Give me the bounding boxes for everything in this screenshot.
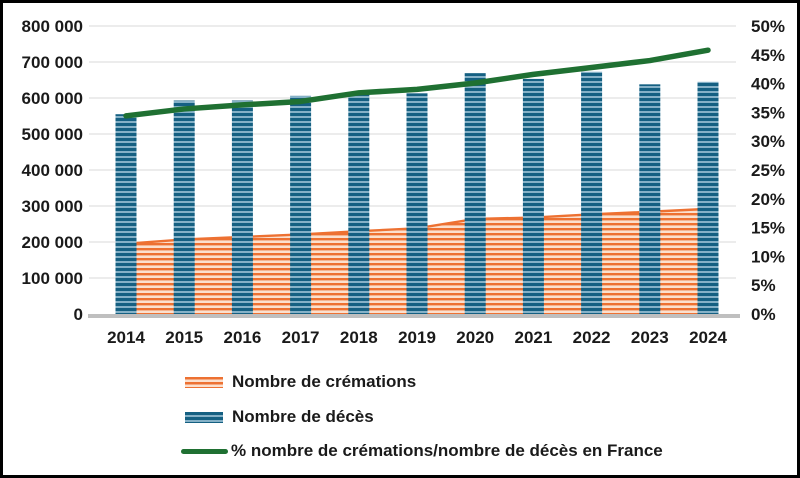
legend-item-cremations: Nombre de crémations: [185, 372, 416, 392]
line-series-pct: [123, 47, 711, 119]
x-axis-label-2018: 2018: [340, 328, 378, 347]
bar-deces-2024: [697, 81, 719, 314]
deces-swatch-icon: [185, 411, 223, 423]
legend-label-cremations: Nombre de crémations: [232, 372, 417, 391]
left-axis-tick-label: 800 000: [22, 17, 83, 36]
x-axis-label-2021: 2021: [514, 328, 552, 347]
bar-deces-2022: [581, 71, 603, 314]
right-axis-tick-label: 30%: [751, 132, 785, 151]
x-axis-label-2022: 2022: [573, 328, 611, 347]
bar-deces-2016: [231, 100, 253, 315]
legend-label-deces: Nombre de décès: [232, 407, 374, 426]
left-axis-tick-label: 0: [74, 305, 83, 324]
left-axis-tick-label: 700 000: [22, 53, 83, 72]
x-axis-label-2015: 2015: [165, 328, 203, 347]
legend-item-deces: Nombre de décès: [185, 407, 374, 427]
left-axis-tick-label: 300 000: [22, 197, 83, 216]
bar-deces-2023: [639, 84, 661, 314]
x-axis-label-2016: 2016: [223, 328, 261, 347]
x-axis-label-2020: 2020: [456, 328, 494, 347]
x-axis-label-2014: 2014: [107, 328, 145, 347]
right-axis-tick-label: 20%: [751, 190, 785, 209]
right-axis-tick-label: 0%: [751, 305, 776, 324]
left-axis-tick-label: 400 000: [22, 161, 83, 180]
pct-line-swatch-icon: [181, 448, 228, 454]
cremations-swatch-icon: [185, 376, 223, 388]
left-axis-tick-label: 100 000: [22, 269, 83, 288]
bar-deces-2015: [173, 100, 195, 315]
right-axis-tick-label: 10%: [751, 247, 785, 266]
right-axis-tick-label: 45%: [751, 46, 785, 65]
left-axis-tick-label: 500 000: [22, 125, 83, 144]
right-axis-tick-label: 25%: [751, 161, 785, 180]
right-axis-tick-label: 5%: [751, 276, 776, 295]
left-axis-tick-label: 200 000: [22, 233, 83, 252]
x-axis-label-2024: 2024: [689, 328, 727, 347]
right-axis-tick-label: 15%: [751, 219, 785, 238]
chart-canvas: 800 000 700 000 600 000 500 000 400 000 300 0…: [22, 17, 785, 347]
bar-deces-2020: [464, 73, 486, 314]
x-axis-label-2019: 2019: [398, 328, 436, 347]
bar-deces-2019: [406, 93, 428, 314]
x-axis-label-2017: 2017: [282, 328, 320, 347]
left-axis-tick-label: 600 000: [22, 89, 83, 108]
legend-label-pct: % nombre de crémations/nombre de décès e…: [231, 441, 663, 460]
right-axis-tick-label: 40%: [751, 75, 785, 94]
bar-deces-2018: [348, 94, 370, 314]
x-axis-label-2023: 2023: [631, 328, 669, 347]
right-axis-tick-label: 35%: [751, 103, 785, 122]
x-axis-line: [88, 314, 740, 318]
bar-deces-2021: [522, 78, 544, 314]
bar-deces-2014: [115, 114, 137, 314]
right-axis-tick-label: 50%: [751, 17, 785, 36]
legend-item-pct: % nombre de crémations/nombre de décès e…: [181, 441, 663, 461]
bar-deces-2017: [290, 95, 312, 314]
